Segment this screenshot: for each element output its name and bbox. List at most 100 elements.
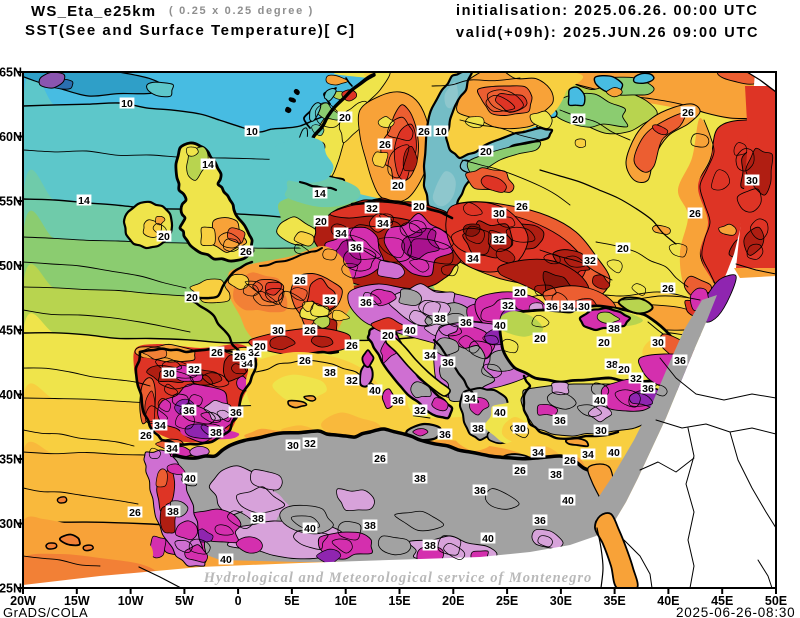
svg-text:36: 36 — [546, 301, 558, 313]
svg-text:50E: 50E — [765, 594, 787, 608]
svg-text:32: 32 — [630, 373, 642, 385]
svg-text:38: 38 — [424, 540, 436, 552]
svg-text:30N: 30N — [0, 517, 22, 531]
svg-text:20: 20 — [339, 112, 351, 124]
svg-text:40: 40 — [562, 495, 574, 507]
svg-text:26: 26 — [140, 430, 152, 442]
svg-text:26: 26 — [294, 275, 306, 287]
svg-text:45E: 45E — [711, 594, 733, 608]
svg-text:15E: 15E — [388, 594, 410, 608]
svg-text:32: 32 — [248, 347, 260, 359]
svg-text:34: 34 — [532, 447, 544, 459]
svg-text:38: 38 — [324, 367, 336, 379]
svg-text:38: 38 — [606, 359, 618, 371]
svg-text:Hydrological and Meteorologica: Hydrological and Meteorological service … — [203, 570, 592, 586]
svg-text:36: 36 — [674, 355, 686, 367]
svg-text:36: 36 — [442, 357, 454, 369]
svg-text:32: 32 — [346, 375, 358, 387]
svg-text:34: 34 — [166, 443, 178, 455]
svg-text:35E: 35E — [603, 594, 625, 608]
svg-text:34: 34 — [424, 350, 436, 362]
svg-text:34: 34 — [464, 393, 476, 405]
svg-text:34: 34 — [562, 301, 574, 313]
svg-text:10: 10 — [121, 98, 133, 110]
svg-text:38: 38 — [608, 323, 620, 335]
svg-text:5E: 5E — [284, 594, 299, 608]
svg-text:38: 38 — [210, 427, 222, 439]
svg-text:30: 30 — [493, 208, 505, 220]
svg-text:20: 20 — [618, 364, 630, 376]
svg-text:38: 38 — [550, 469, 562, 481]
svg-text:26: 26 — [374, 453, 386, 465]
svg-text:30: 30 — [595, 425, 607, 437]
svg-text:36: 36 — [230, 407, 242, 419]
svg-text:26: 26 — [516, 201, 528, 213]
svg-text:34: 34 — [154, 420, 166, 432]
svg-text:14: 14 — [202, 159, 214, 171]
svg-text:40: 40 — [494, 407, 506, 419]
svg-text:26: 26 — [346, 340, 358, 352]
svg-text:32: 32 — [188, 364, 200, 376]
svg-text:0: 0 — [235, 594, 242, 608]
svg-text:10: 10 — [246, 126, 258, 138]
svg-text:36: 36 — [534, 515, 546, 527]
svg-text:38: 38 — [434, 313, 446, 325]
svg-text:30: 30 — [746, 175, 758, 187]
svg-text:20: 20 — [315, 216, 327, 228]
svg-text:26: 26 — [689, 208, 701, 220]
svg-text:26: 26 — [304, 325, 316, 337]
svg-text:10W: 10W — [118, 594, 144, 608]
svg-text:20W: 20W — [10, 594, 36, 608]
svg-text:40: 40 — [494, 320, 506, 332]
svg-text:25E: 25E — [496, 594, 518, 608]
svg-text:26: 26 — [234, 351, 246, 363]
svg-text:36: 36 — [360, 297, 372, 309]
svg-text:25N: 25N — [0, 582, 22, 596]
svg-text:26: 26 — [682, 107, 694, 119]
svg-text:20: 20 — [480, 146, 492, 158]
svg-text:40: 40 — [220, 554, 232, 566]
svg-text:45N: 45N — [0, 324, 22, 338]
svg-text:36: 36 — [460, 317, 472, 329]
svg-text:5W: 5W — [175, 594, 194, 608]
svg-text:30: 30 — [272, 325, 284, 337]
svg-text:40: 40 — [184, 473, 196, 485]
svg-text:20: 20 — [534, 333, 546, 345]
svg-text:14: 14 — [78, 195, 90, 207]
svg-text:36: 36 — [474, 485, 486, 497]
svg-text:60N: 60N — [0, 130, 22, 144]
svg-text:38: 38 — [472, 423, 484, 435]
svg-text:40: 40 — [482, 533, 494, 545]
svg-text:50N: 50N — [0, 259, 22, 273]
svg-text:36: 36 — [554, 415, 566, 427]
svg-text:26: 26 — [514, 465, 526, 477]
svg-text:38: 38 — [252, 513, 264, 525]
svg-text:20: 20 — [158, 231, 170, 243]
svg-text:20: 20 — [617, 243, 629, 255]
svg-text:38: 38 — [364, 520, 376, 532]
svg-text:26: 26 — [211, 347, 223, 359]
svg-text:26: 26 — [379, 139, 391, 151]
svg-text:26: 26 — [564, 455, 576, 467]
svg-text:30: 30 — [652, 337, 664, 349]
svg-text:14: 14 — [314, 188, 326, 200]
svg-text:32: 32 — [584, 255, 596, 267]
svg-text:38: 38 — [414, 473, 426, 485]
svg-text:36: 36 — [392, 395, 404, 407]
svg-text:26: 26 — [129, 507, 141, 519]
svg-text:40: 40 — [594, 395, 606, 407]
svg-text:40: 40 — [369, 385, 381, 397]
svg-text:34: 34 — [335, 228, 347, 240]
svg-text:36: 36 — [350, 242, 362, 254]
svg-text:20: 20 — [392, 180, 404, 192]
svg-text:32: 32 — [304, 438, 316, 450]
svg-text:26: 26 — [240, 246, 252, 258]
svg-text:34: 34 — [241, 358, 253, 370]
svg-text:20: 20 — [598, 337, 610, 349]
svg-text:20: 20 — [413, 201, 425, 213]
svg-text:40N: 40N — [0, 388, 22, 402]
svg-text:40: 40 — [404, 325, 416, 337]
svg-text:10E: 10E — [335, 594, 357, 608]
svg-text:20: 20 — [514, 287, 526, 299]
svg-text:30: 30 — [287, 440, 299, 452]
